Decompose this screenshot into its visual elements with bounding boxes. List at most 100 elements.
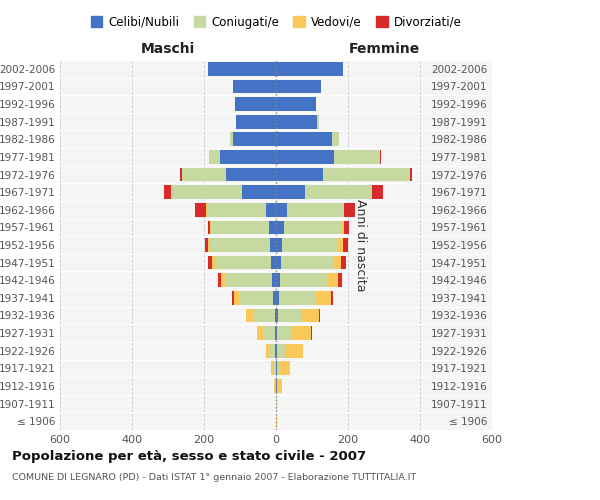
Bar [221,274,225,287]
Bar [277,379,278,393]
Bar [269,344,275,358]
Bar [284,220,341,234]
Bar [343,238,348,252]
Bar [239,291,273,304]
Bar [275,326,276,340]
Bar [269,238,276,252]
Bar [279,291,315,304]
Bar [225,274,272,287]
Bar [305,186,371,199]
Bar [263,326,275,340]
Bar [275,308,276,322]
Bar [226,168,276,181]
Legend: Celibi/Nubili, Coniugati/e, Vedovi/e, Divorziati/e: Celibi/Nubili, Coniugati/e, Vedovi/e, Di… [86,11,466,34]
Bar [331,291,333,304]
Bar [317,115,319,128]
Bar [319,308,320,322]
Bar [371,186,372,199]
Bar [278,379,282,393]
Bar [210,220,211,234]
Bar [212,256,215,270]
Bar [276,291,279,304]
Bar [195,203,206,216]
Bar [338,274,341,287]
Bar [277,326,292,340]
Y-axis label: Anni di nascita: Anni di nascita [354,198,367,291]
Bar [323,168,409,181]
Bar [315,291,331,304]
Bar [338,238,343,252]
Bar [276,256,281,270]
Bar [344,203,355,216]
Bar [230,132,233,146]
Bar [208,220,210,234]
Bar [332,132,339,146]
Bar [209,150,220,164]
Bar [215,256,271,270]
Bar [277,344,285,358]
Bar [380,150,381,164]
Bar [276,308,278,322]
Text: Maschi: Maschi [141,42,195,56]
Text: COMUNE DI LEGNARO (PD) - Dati ISTAT 1° gennaio 2007 - Elaborazione TUTTITALIA.IT: COMUNE DI LEGNARO (PD) - Dati ISTAT 1° g… [12,472,416,482]
Bar [275,344,276,358]
Bar [164,186,171,199]
Bar [233,80,276,94]
Bar [341,256,346,270]
Bar [276,344,277,358]
Bar [341,220,344,234]
Bar [271,256,276,270]
Text: Femmine: Femmine [349,42,419,56]
Bar [220,150,276,164]
Bar [276,62,343,76]
Bar [276,80,321,94]
Bar [277,362,280,375]
Bar [285,344,303,358]
Bar [246,308,247,322]
Bar [276,150,334,164]
Bar [334,150,380,164]
Bar [232,291,233,304]
Bar [272,274,276,287]
Bar [292,326,311,340]
Bar [301,308,319,322]
Bar [257,326,263,340]
Bar [280,274,327,287]
Bar [179,168,182,181]
Bar [253,308,275,322]
Bar [276,132,332,146]
Bar [233,291,239,304]
Bar [233,132,276,146]
Bar [206,203,266,216]
Text: Popolazione per età, sesso e stato civile - 2007: Popolazione per età, sesso e stato civil… [12,450,366,463]
Bar [266,203,276,216]
Bar [210,238,269,252]
Bar [273,291,276,304]
Bar [276,97,316,111]
Bar [276,203,287,216]
Bar [235,97,276,111]
Bar [276,115,317,128]
Bar [218,274,221,287]
Bar [281,256,334,270]
Bar [276,168,323,181]
Bar [276,362,277,375]
Bar [278,308,301,322]
Bar [208,256,212,270]
Bar [372,186,383,199]
Bar [287,203,343,216]
Bar [182,168,226,181]
Bar [283,238,338,252]
Bar [271,362,273,375]
Bar [208,62,276,76]
Bar [269,220,276,234]
Bar [276,379,277,393]
Bar [266,344,269,358]
Bar [247,308,253,322]
Bar [205,238,208,252]
Bar [236,115,276,128]
Bar [327,274,338,287]
Bar [172,186,242,199]
Bar [242,186,276,199]
Bar [344,220,349,234]
